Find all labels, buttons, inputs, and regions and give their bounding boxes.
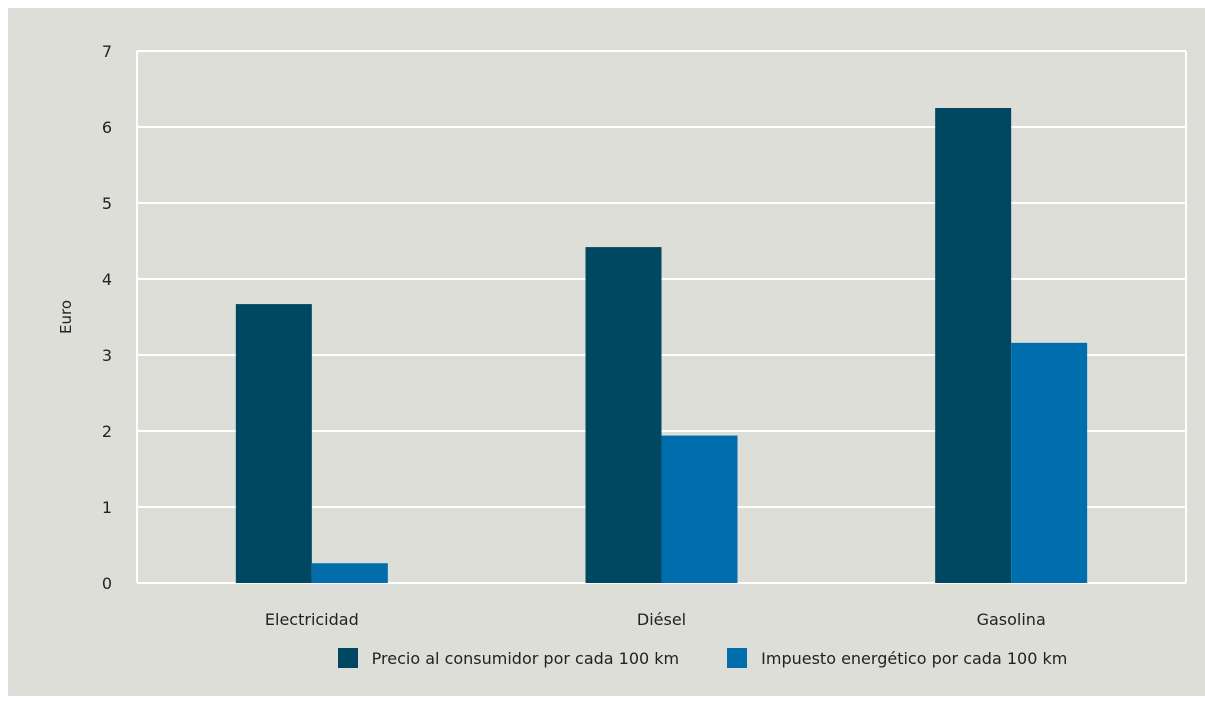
- bars: [235, 108, 1088, 583]
- x-axis-ticks: Electricidad Diésel Gasolina: [265, 610, 1046, 629]
- legend-item: Precio al consumidor por cada 100 km: [337, 648, 680, 668]
- bar-precio-0: [235, 304, 312, 583]
- y-tick-label: 2: [102, 422, 112, 441]
- bar-precio-1: [585, 247, 662, 583]
- bar-impuesto-2: [1011, 342, 1088, 583]
- x-tick-label: Electricidad: [265, 610, 359, 629]
- bar-precio-2: [935, 108, 1012, 583]
- legend-label: Impuesto energético por cada 100 km: [761, 648, 1068, 668]
- legend-item: Impuesto energético por cada 100 km: [727, 648, 1067, 668]
- x-tick-label: Gasolina: [977, 610, 1046, 629]
- y-tick-label: 4: [102, 270, 112, 289]
- bar-impuesto-0: [311, 563, 388, 583]
- bar-impuesto-1: [661, 435, 738, 583]
- y-axis-title: Euro: [57, 300, 75, 334]
- y-tick-label: 3: [102, 346, 112, 365]
- y-tick-label: 5: [102, 194, 112, 213]
- plot-frame: [136, 51, 1187, 583]
- legend-swatch: [337, 648, 358, 668]
- legend-label: Precio al consumidor por cada 100 km: [371, 648, 680, 668]
- x-tick-label: Diésel: [637, 610, 686, 629]
- y-tick-label: 6: [102, 118, 112, 137]
- y-tick-label: 0: [102, 574, 112, 593]
- y-tick-label: 1: [102, 498, 112, 517]
- legend: Precio al consumidor por cada 100 km Impu…: [100, 648, 1205, 668]
- y-axis-ticks: 0 1 2 3 4 5 6 7: [102, 42, 112, 593]
- y-tick-label: 7: [102, 42, 112, 61]
- legend-swatch: [727, 648, 748, 668]
